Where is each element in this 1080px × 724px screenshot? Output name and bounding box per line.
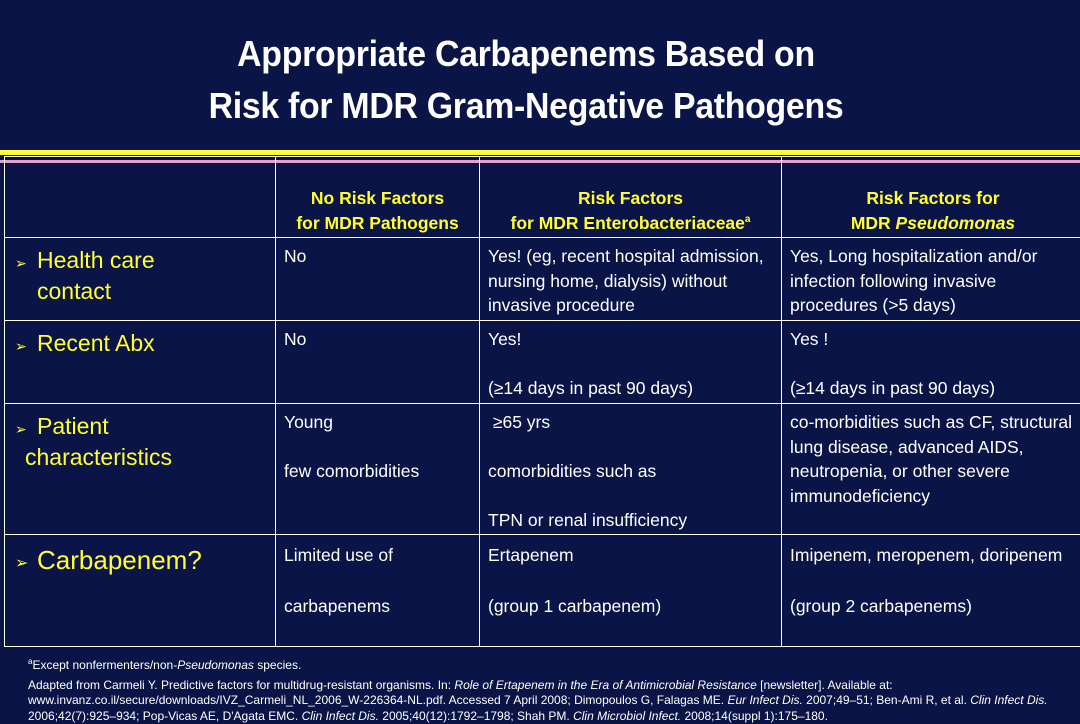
header-no-risk-line-1: No Risk Factors [276,186,479,211]
citation-part: 2007;49–51; Ben-Ami R, et al. [803,693,970,707]
footnote-a-text: Except nonfermenters/non- [32,658,177,672]
cell-text-line: invasive procedure [488,293,781,318]
cell-text-line: ≥65 yrs [488,410,781,435]
cell-text-line: infection following invasive [790,269,1080,294]
header-no-risk: No Risk Factors for MDR Pathogens [276,157,480,238]
cell-text-line: Young [284,410,479,435]
cell-text-line: (group 2 carbapenems) [790,594,1080,619]
header-pseudo-line-2-prefix: MDR [851,213,896,233]
cell-text-line: lung disease, advanced AIDS, [790,435,1080,460]
risk-factor-table: No Risk Factors for MDR Pathogens Risk F… [4,156,1080,647]
citation-part: 2008;14(suppl 1):175–180. [681,709,828,723]
row-label-cell: ➢ Carbapenem? [5,535,276,647]
cell-text-line: immunodeficiency [790,484,1080,509]
table-row-recent-abx: ➢ Recent Abx No Yes! (≥14 days in past 9… [5,321,1080,404]
cell-text-line: Limited use of [284,543,479,568]
row-label-line-1: Patient [37,411,172,442]
cell-no-risk: Limited use of carbapenems [276,535,480,647]
cell-text-line: Yes! (eg, recent hospital admission, [488,244,781,269]
header-empty-cell [5,157,276,238]
row-label-cell: ➢ Health care contact [5,238,276,321]
cell-text-line: few comorbidities [284,459,479,484]
cell-pseudomonas: Yes, Long hospitalization and/or infecti… [782,238,1080,321]
cell-no-risk: No [276,238,480,321]
citation-part: Eur Infect Dis. [727,693,802,707]
cell-text-line: carbapenems [284,594,479,619]
header-pseudomonas: Risk Factors for MDR Pseudomonas [782,157,1080,238]
row-label-line-2: contact [37,276,155,307]
cell-no-risk: No [276,321,480,404]
arrow-bullet-icon: ➢ [15,543,37,581]
citation-part: 2006;42(7):925–934; Pop-Vicas AE, D'Agat… [28,709,302,723]
footnote-a-italic: Pseudomonas [177,658,254,672]
header-entero-line-2: for MDR Enterobacteriaceae [511,213,745,233]
cell-text: No [284,244,479,269]
cell-text-line: Yes, Long hospitalization and/or [790,244,1080,269]
cell-text-line: Ertapenem [488,543,781,568]
citation-part: Clin Microbiol Infect. [573,709,681,723]
citation-part: Clin Infect Dis. [970,693,1047,707]
row-label-line-1: Health care [37,245,155,276]
row-label-line-1: Recent Abx [37,328,155,362]
table-header-row: No Risk Factors for MDR Pathogens Risk F… [5,157,1080,238]
cell-text-line: nursing home, dialysis) without [488,269,781,294]
header-enterobacteriaceae: Risk Factors for MDR Enterobacteriaceaea [480,157,782,238]
cell-text-line: neutropenia, or other severe [790,459,1080,484]
table-row-carbapenem: ➢ Carbapenem? Limited use of carbapenems… [5,535,1080,647]
row-label-line-2: characteristics [25,442,172,473]
header-entero-line-1: Risk Factors [480,186,781,211]
arrow-bullet-icon: ➢ [15,328,37,362]
row-label-cell: ➢ Recent Abx [5,321,276,404]
row-label-line-1: Carbapenem? [37,543,202,581]
cell-text-line: Yes! [488,327,781,352]
cell-text-line: Imipenem, meropenem, doripenem [790,543,1080,568]
cell-text-line: TPN or renal insufficiency [488,508,781,533]
cell-pseudomonas: co-morbidities such as CF, structural lu… [782,404,1080,535]
footnotes: aExcept nonfermenters/non-Pseudomonas sp… [28,654,1074,724]
citation-part: Role of Ertapenem in the Era of Antimicr… [454,678,756,692]
arrow-bullet-icon: ➢ [15,245,37,307]
cell-enterobacteriaceae: Ertapenem (group 1 carbapenem) [480,535,782,647]
cell-text-line: (≥14 days in past 90 days) [790,376,1080,401]
cell-pseudomonas: Imipenem, meropenem, doripenem (group 2 … [782,535,1080,647]
slide-title-line-1: Appropriate Carbapenems Based on [32,28,1021,80]
cell-text-line: Yes ! [790,327,1080,352]
header-no-risk-line-2: for MDR Pathogens [276,211,479,236]
cell-enterobacteriaceae: Yes! (eg, recent hospital admission, nur… [480,238,782,321]
citation-part: 2005;40(12):1792–1798; Shah PM. [379,709,573,723]
footnote-a: aExcept nonfermenters/non-Pseudomonas sp… [28,654,1074,674]
slide-title: Appropriate Carbapenems Based on Risk fo… [32,28,1021,132]
cell-text-line: (group 1 carbapenem) [488,594,781,619]
citation-part: Adapted from Carmeli Y. Predictive facto… [28,678,454,692]
cell-text-line: (≥14 days in past 90 days) [488,376,781,401]
cell-text: No [284,327,479,352]
cell-text-line: procedures (>5 days) [790,293,1080,318]
cell-text-line: comorbidities such as [488,459,781,484]
footnote-marker: a [745,214,751,225]
cell-enterobacteriaceae: ≥65 yrs comorbidities such as TPN or ren… [480,404,782,535]
cell-text-line: co-morbidities such as CF, structural [790,410,1080,435]
footnote-a-suffix: species. [254,658,301,672]
cell-enterobacteriaceae: Yes! (≥14 days in past 90 days) [480,321,782,404]
title-divider-yellow [0,150,1080,155]
citation-part: Clin Infect Dis. [302,709,379,723]
header-pseudo-line-1: Risk Factors for [782,186,1080,211]
table-row-patient-characteristics: ➢ Patient characteristics Young few como… [5,404,1080,535]
cell-pseudomonas: Yes ! (≥14 days in past 90 days) [782,321,1080,404]
cell-no-risk: Young few comorbidities [276,404,480,535]
source-citation: Adapted from Carmeli Y. Predictive facto… [28,678,1074,724]
row-label-cell: ➢ Patient characteristics [5,404,276,535]
table-row-health-care-contact: ➢ Health care contact No Yes! (eg, recen… [5,238,1080,321]
slide-title-line-2: Risk for MDR Gram-Negative Pathogens [32,80,1021,132]
header-pseudo-line-2-italic: Pseudomonas [896,213,1016,233]
